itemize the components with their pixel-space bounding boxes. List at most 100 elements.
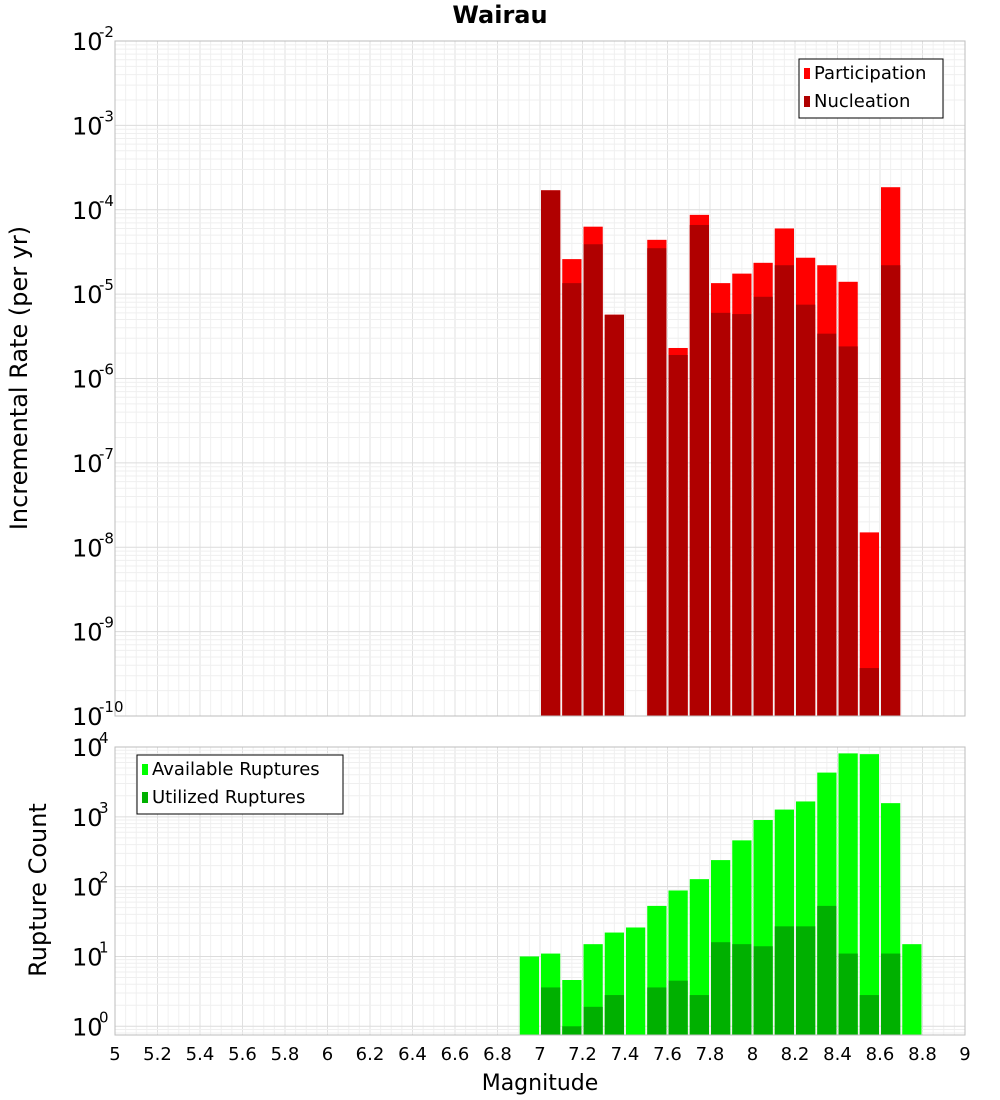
- legend-box: [798, 58, 944, 119]
- y-tick-label: 10-3: [72, 107, 114, 140]
- y-tick-label: 102: [72, 869, 109, 902]
- legend-label: Participation: [814, 63, 926, 84]
- count-bar: [711, 942, 731, 1035]
- y-tick-label: 10-5: [72, 276, 114, 309]
- y-tick-label: 10-9: [72, 614, 114, 647]
- count-bar: [817, 905, 837, 1035]
- y-tick-exponent: -5: [99, 276, 114, 294]
- count-bar: [604, 995, 624, 1035]
- x-tick-label: 5.8: [271, 1044, 300, 1065]
- rate-bar: [583, 244, 603, 717]
- y-tick-base: 10: [72, 281, 103, 309]
- x-tick-label: 5: [109, 1044, 120, 1065]
- x-tick-label: 8.6: [866, 1044, 895, 1065]
- y-tick-label: 10-2: [72, 23, 114, 56]
- legend-label: Nucleation: [814, 91, 910, 112]
- y-tick-base: 10: [72, 804, 103, 832]
- rate-bar: [838, 346, 858, 716]
- y-tick-label: 10-7: [72, 445, 114, 478]
- y-tick-exponent: -8: [99, 529, 114, 547]
- legend-swatch: [804, 68, 810, 79]
- rate-bar: [774, 265, 794, 716]
- x-tick-label: 6.8: [483, 1044, 512, 1065]
- legend: Participation Nucleation: [798, 58, 944, 119]
- y-tick-base: 10: [72, 734, 103, 762]
- rate-bar: [562, 283, 582, 716]
- y-tick-exponent: 1: [99, 938, 109, 956]
- y-tick-base: 10: [72, 366, 103, 394]
- bottom-y-axis-label: Rupture Count: [24, 803, 52, 977]
- rate-bar: [647, 248, 667, 717]
- legend-item: Utilized Ruptures: [142, 787, 305, 808]
- rate-bar: [668, 354, 688, 716]
- y-tick-exponent: -3: [99, 107, 114, 125]
- rate-bar: [817, 333, 837, 716]
- count-bar: [562, 1026, 582, 1035]
- grid-lines: [114, 41, 966, 717]
- count-bar: [838, 953, 858, 1035]
- y-tick-base: 10: [72, 112, 103, 140]
- y-tick-exponent: -9: [99, 614, 114, 632]
- y-tick-base: 10: [72, 197, 103, 225]
- count-bar: [668, 980, 688, 1035]
- rate-bar: [689, 224, 709, 716]
- y-tick-label: 10-10: [72, 698, 124, 731]
- legend-swatch: [804, 96, 810, 107]
- legend: Available Ruptures Utilized Ruptures: [136, 754, 344, 815]
- x-tick-label: 8.8: [908, 1044, 937, 1065]
- x-tick-label: 5.4: [186, 1044, 215, 1065]
- x-tick-label: 7.4: [611, 1044, 640, 1065]
- y-tick-base: 10: [72, 1013, 103, 1041]
- x-tick-label: 7.8: [696, 1044, 725, 1065]
- rate-bar: [604, 314, 624, 716]
- x-tick-label: 5.2: [143, 1044, 172, 1065]
- x-tick-label: 6: [322, 1044, 333, 1065]
- y-tick-exponent: 2: [99, 869, 109, 887]
- count-bar: [583, 1006, 603, 1035]
- count-bar: [859, 995, 879, 1035]
- legend-label: Utilized Ruptures: [152, 787, 305, 808]
- y-tick-labels: 10-210-310-410-510-610-710-810-910-10: [72, 23, 124, 731]
- y-tick-base: 10: [72, 534, 103, 562]
- legend-label: Available Ruptures: [152, 759, 320, 780]
- y-tick-label: 101: [72, 938, 109, 971]
- x-tick-label: 6.4: [398, 1044, 427, 1065]
- count-bar: [689, 995, 709, 1035]
- y-tick-exponent: -6: [99, 361, 114, 379]
- y-tick-exponent: 0: [99, 1008, 109, 1026]
- rate-bar: [732, 314, 752, 716]
- count-bar: [902, 944, 922, 1035]
- count-bar: [732, 944, 752, 1035]
- y-tick-label: 103: [72, 799, 109, 832]
- y-tick-base: 10: [72, 28, 103, 56]
- y-tick-base: 10: [72, 450, 103, 478]
- x-tick-label: 8.2: [781, 1044, 810, 1065]
- x-axis-label: Magnitude: [482, 1071, 599, 1096]
- rate-bar: [753, 296, 773, 716]
- legend-swatch: [142, 764, 148, 775]
- y-tick-label: 104: [72, 729, 109, 762]
- y-tick-exponent: 3: [99, 799, 109, 817]
- plot-frame: [114, 746, 966, 1036]
- x-tick-label: 6.2: [356, 1044, 385, 1065]
- y-tick-label: 10-8: [72, 529, 114, 562]
- rate-bar: [796, 304, 816, 716]
- x-tick-label: 5.6: [228, 1044, 257, 1065]
- y-tick-label: 10-6: [72, 361, 114, 394]
- rate-bar: [881, 265, 901, 716]
- plot-frame: [114, 40, 966, 717]
- count-bar: [626, 927, 646, 1035]
- count-bar: [647, 987, 667, 1035]
- rate-bar: [711, 312, 731, 716]
- x-tick-label: 7.2: [568, 1044, 597, 1065]
- top-plot-area: 10-210-310-410-510-610-710-810-910-10Par…: [72, 23, 966, 731]
- count-bar: [753, 946, 773, 1035]
- count-bar: [774, 926, 794, 1035]
- y-tick-exponent: 4: [99, 729, 109, 747]
- y-tick-base: 10: [72, 703, 103, 731]
- count-bar: [859, 754, 879, 1035]
- x-tick-label: 7: [534, 1044, 545, 1065]
